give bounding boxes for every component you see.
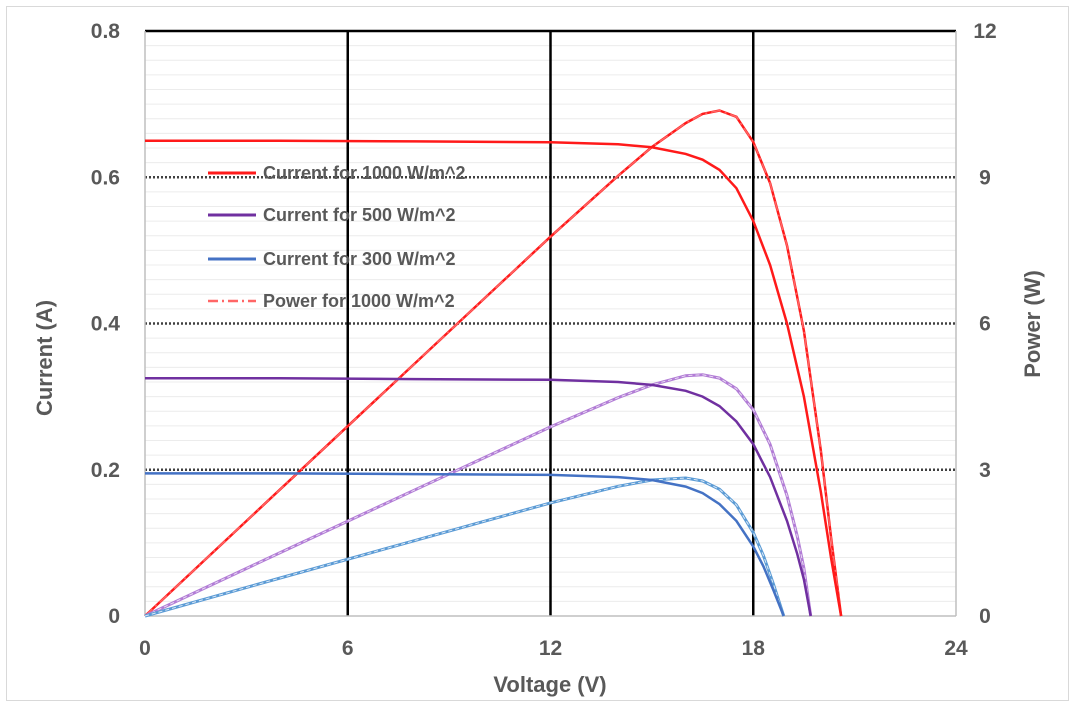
grid-layer [145,31,956,616]
legend-label-current-300: Current for 300 W/m^2 [263,249,456,269]
legend: Current for 1000 W/m^2 Current for 500 W… [208,163,466,311]
x-tick-label: 6 [342,637,354,660]
tick-layer: 0 6 12 18 24 0 0.2 0.4 0.6 0.8 0 3 6 9 12 [91,20,997,660]
series-layer [144,109,843,618]
power-1000-line [144,109,843,617]
y2-axis-title: Power (W) [1020,270,1045,378]
x-tick-label: 0 [139,637,151,660]
x-tick-label: 18 [742,637,766,660]
legend-label-power-1000: Power for 1000 W/m^2 [263,291,455,311]
y-tick-label: 0.4 [91,313,121,336]
chart-frame [6,6,1069,701]
y2-tick-label: 9 [979,166,991,189]
power-1000-dashdot [144,109,842,617]
y2-tick-label: 0 [979,605,991,628]
current-500-line [145,377,812,617]
y2-tick-label: 6 [979,313,991,336]
y-tick-label: 0 [108,605,120,628]
current-1000-line [145,139,843,617]
y-tick-label: 0.2 [91,459,120,482]
power-300-dash [144,477,785,617]
x-tick-label: 12 [539,637,562,660]
y-axis-title: Current (A) [32,300,57,416]
x-tick-label: 24 [944,637,968,660]
y-tick-label: 0.8 [91,20,121,43]
x-axis-title: Voltage (V) [493,672,606,697]
legend-label-current-500: Current for 500 W/m^2 [263,205,456,225]
axis-layer [144,29,957,617]
current-300-line [145,472,785,617]
y2-tick-label: 12 [973,20,996,43]
y-tick-label: 0.6 [91,166,120,189]
legend-label-current-1000: Current for 1000 W/m^2 [263,163,466,183]
power-500-dash [144,374,812,617]
y2-tick-label: 3 [979,459,991,482]
